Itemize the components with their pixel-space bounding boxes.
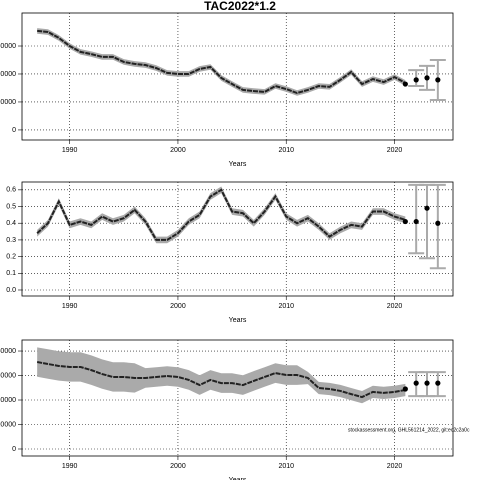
projection-point [424,380,430,386]
projection-point [402,386,408,392]
confidence-band [37,347,406,404]
x-tick-label: 2000 [170,147,186,154]
x-tick-label: 1990 [62,147,78,154]
projection-point [402,81,408,87]
plot-frame [21,12,454,141]
y-tick-label: 0 [12,127,16,134]
y-tick-label: 0.3 [6,237,16,244]
projection-point [424,205,430,211]
projection-point [424,75,430,81]
y-tick-label: 0 [12,446,16,453]
y-tick-label: 0.0 [6,287,16,294]
x-axis-label: Years [229,477,247,480]
x-tick-label: 2010 [278,463,294,470]
x-tick-label: 2000 [170,303,186,310]
y-tick-label: 0.1 [6,270,16,277]
x-tick-label: 2020 [387,463,403,470]
x-tick-label: 2010 [278,147,294,154]
estimate-line [36,361,406,399]
projection-point [435,220,441,226]
estimate-line [37,29,406,95]
chart-title: TAC2022*1.2 [204,0,276,13]
projection-point [413,218,419,225]
y-tick-label: 0.2 [6,253,16,260]
projection-point [435,380,441,386]
x-tick-label: 2020 [387,303,403,310]
y-tick-label: 0.5 [6,203,16,210]
projection-point [402,218,408,225]
x-tick-label: 2010 [278,303,294,310]
y-tick-label: 10000 [0,99,16,106]
x-axis-label: Years [229,161,247,168]
y-tick-label: 40000 [0,348,16,355]
x-tick-label: 1990 [62,463,78,470]
x-axis-label: Years [229,317,247,324]
x-tick-label: 2020 [387,147,403,154]
y-tick-label: 30000 [0,43,16,50]
projection-point [435,77,441,83]
plot-frame [21,339,454,457]
annotation: stockassessment.org, GHL561214_2022, git… [348,427,470,433]
y-tick-label: 30000 [0,372,16,379]
x-tick-label: 1990 [62,303,78,310]
projection-point [413,380,419,386]
y-tick-label: 10000 [0,421,16,428]
plot-frame [21,181,454,297]
projection-point [413,77,419,83]
y-tick-label: 0.6 [6,187,16,194]
estimate-line [36,188,406,241]
x-tick-label: 2000 [170,463,186,470]
y-tick-label: 0.4 [6,220,16,227]
